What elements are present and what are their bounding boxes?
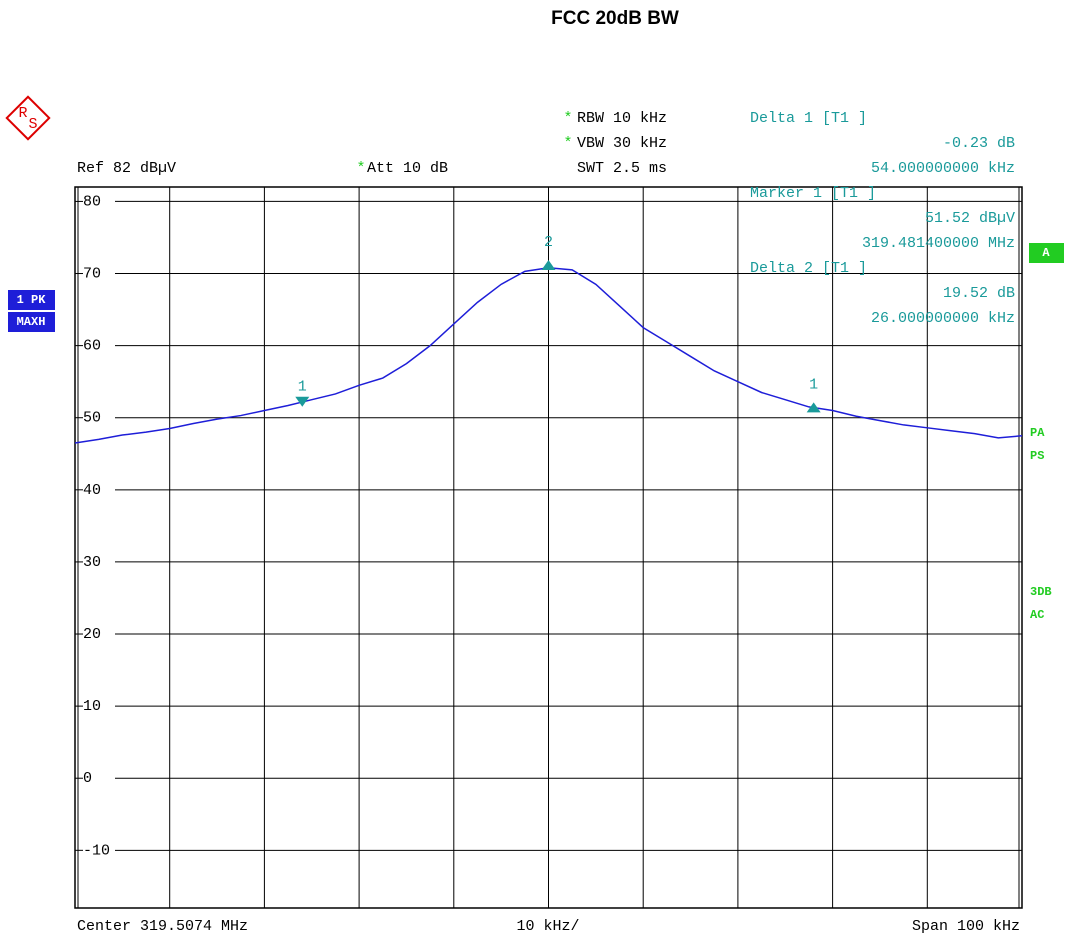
setting-flag: * (563, 135, 572, 152)
marker-readout: -0.23 dB (943, 135, 1015, 152)
marker (806, 402, 821, 413)
marker-readout: 319.481400000 MHz (862, 235, 1015, 252)
badge-box (8, 312, 55, 332)
setting-flag: * (356, 160, 365, 177)
marker-readout: 54.000000000 kHz (871, 160, 1015, 177)
y-tick-label: 0 (83, 770, 92, 787)
y-tick-label: 30 (83, 554, 101, 571)
status-flag: AC (1030, 608, 1044, 622)
y-tick-label: 40 (83, 482, 101, 499)
marker-readout: 26.000000000 kHz (871, 310, 1015, 327)
marker-label: 1 (809, 376, 818, 393)
logo (5, 95, 51, 141)
setting-text: SWT 2.5 ms (577, 160, 667, 177)
logo-letter: R (18, 105, 27, 122)
footer-text: 10 kHz/ (516, 918, 579, 935)
marker-label: 1 (298, 379, 307, 396)
setting-text: Ref 82 dBµV (77, 160, 176, 177)
y-tick-label: 50 (83, 410, 101, 427)
badge-box (1029, 243, 1064, 263)
logo-letter: S (28, 116, 37, 133)
y-tick-label: 80 (83, 193, 101, 210)
y-tick-label: 20 (83, 626, 101, 643)
marker-label: 2 (544, 234, 553, 251)
status-flag: PA (1030, 426, 1045, 440)
footer-text: Span 100 kHz (912, 918, 1020, 935)
marker-readout: 51.52 dBµV (925, 210, 1015, 227)
marker-readout: Delta 1 [T1 ] (750, 110, 867, 127)
badge-text: MAXH (17, 315, 46, 329)
marker (541, 260, 556, 271)
setting-text: Att 10 dB (367, 160, 448, 177)
setting-text: RBW 10 kHz (577, 110, 667, 127)
y-tick-label: 70 (83, 265, 101, 282)
y-tick-label: -10 (83, 842, 110, 859)
marker-readout: Marker 1 [T1 ] (750, 185, 876, 202)
status-flag: 3DB (1030, 585, 1052, 599)
badge-text: 1 PK (17, 293, 47, 307)
marker-readout: Delta 2 [T1 ] (750, 260, 867, 277)
footer-text: Center 319.5074 MHz (77, 918, 248, 935)
chart-title: FCC 20dB BW (551, 8, 679, 29)
y-tick-label: 60 (83, 338, 101, 355)
setting-flag: * (563, 110, 572, 127)
badge-text: A (1042, 246, 1050, 260)
setting-text: VBW 30 kHz (577, 135, 667, 152)
marker-readout: 19.52 dB (943, 285, 1015, 302)
status-flag: PS (1030, 449, 1044, 463)
marker (295, 396, 310, 407)
y-tick-label: 10 (83, 698, 101, 715)
badge-box (8, 290, 55, 310)
